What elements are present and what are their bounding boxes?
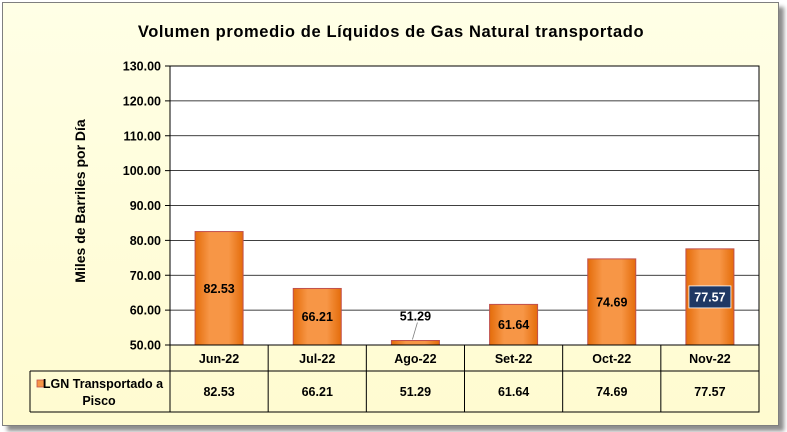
table-cell-value: 74.69 [596, 385, 627, 399]
y-tick-label: 130.00 [123, 60, 161, 74]
table-cell-value: 66.21 [302, 385, 333, 399]
x-category-label: Set-22 [495, 352, 533, 366]
legend-label: Pisco [82, 394, 116, 408]
data-table: Jun-22 82.53 Jul-22 66.21 Ago-22 51.29 Set-22 6… [29, 344, 760, 413]
bar [390, 340, 440, 346]
x-category-label: Ago-22 [394, 352, 436, 366]
y-tick-label: 80.00 [130, 234, 161, 248]
x-category-label: Jun-22 [199, 352, 239, 366]
data-label-box [688, 285, 732, 309]
data-label: 51.29 [400, 310, 431, 324]
chart-frame: Volumen promedio de Líquidos de Gas Natu… [2, 2, 779, 426]
bar [194, 231, 244, 346]
bars-layer: 82.53 66.21 51.29 61.64 74.69 77.57 [194, 231, 735, 346]
leader-line [412, 322, 418, 340]
legend-swatch [36, 379, 45, 388]
table-cell-value: 77.57 [694, 385, 725, 399]
table-cell-value: 82.53 [203, 385, 234, 399]
data-label: 61.64 [498, 318, 529, 332]
bar [489, 303, 539, 346]
x-category-label: Nov-22 [689, 352, 731, 366]
data-label: 77.57 [694, 290, 725, 304]
y-tick-label: 120.00 [123, 94, 161, 108]
chart-canvas: Volumen promedio de Líquidos de Gas Natu… [29, 23, 760, 413]
data-label: 82.53 [203, 282, 234, 296]
y-tick-label: 100.00 [123, 164, 161, 178]
y-tick-label: 50.00 [130, 339, 161, 353]
y-tick-label: 70.00 [130, 269, 161, 283]
y-tick-label: 90.00 [130, 199, 161, 213]
x-category-label: Oct-22 [592, 352, 631, 366]
y-tick-label: 60.00 [130, 304, 161, 318]
x-category-label: Jul-22 [299, 352, 335, 366]
table-cell-value: 61.64 [498, 385, 529, 399]
y-tick-label: 110.00 [123, 129, 161, 143]
y-axis-label: Miles de Barriles por Día [72, 119, 88, 283]
y-ticks-layer: 50.00 60.00 70.00 80.00 90.00 100.00 110.00 120… [123, 60, 170, 353]
data-label: 74.69 [596, 295, 627, 309]
chart-title: Volumen promedio de Líquidos de Gas Natu… [138, 23, 644, 41]
table-cell-value: 51.29 [400, 385, 431, 399]
data-label: 66.21 [302, 310, 333, 324]
grid-layer [169, 65, 760, 346]
legend-label: LGN Transportado a [43, 377, 164, 391]
